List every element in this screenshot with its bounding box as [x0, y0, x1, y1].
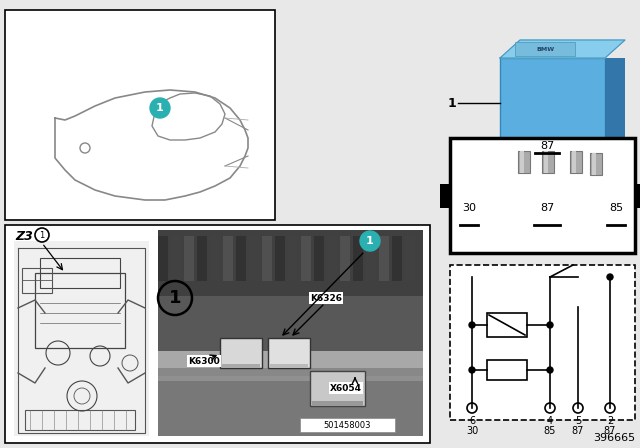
Bar [249, 236, 259, 281]
Circle shape [360, 231, 380, 251]
Text: 4: 4 [547, 416, 553, 426]
Text: 1: 1 [156, 103, 164, 113]
Text: 87: 87 [572, 426, 584, 436]
Bar [520, 151, 524, 173]
Text: BMW: BMW [536, 47, 554, 52]
Bar [236, 236, 246, 281]
Polygon shape [500, 40, 625, 58]
Bar [184, 236, 194, 281]
Bar [275, 236, 285, 281]
Bar [500, 58, 605, 153]
Bar [158, 356, 423, 381]
Bar [450, 138, 635, 253]
Bar [158, 381, 423, 436]
Text: 85: 85 [544, 426, 556, 436]
Bar [505, 63, 610, 158]
Bar [223, 236, 233, 281]
Bar [40, 258, 120, 288]
Bar [405, 236, 415, 281]
Bar [301, 236, 311, 281]
Text: 30: 30 [462, 203, 476, 213]
Bar [487, 360, 527, 380]
Circle shape [469, 322, 475, 328]
Bar [222, 364, 260, 368]
Bar [270, 364, 308, 368]
Bar [312, 401, 363, 406]
Text: 87: 87 [604, 426, 616, 436]
Bar [35, 273, 125, 348]
Bar [487, 313, 527, 337]
Bar [158, 230, 423, 296]
Bar [158, 296, 423, 356]
Text: K6326: K6326 [310, 293, 342, 302]
Bar [314, 236, 324, 281]
Text: 1: 1 [366, 236, 374, 246]
Bar [171, 236, 181, 281]
Text: 6: 6 [469, 416, 475, 426]
Bar [288, 236, 298, 281]
Bar [268, 338, 310, 368]
Bar [440, 184, 450, 208]
Bar [14, 241, 149, 436]
Bar [572, 151, 576, 173]
Text: 1: 1 [40, 231, 45, 240]
Text: X6054: X6054 [330, 383, 362, 392]
Bar [158, 230, 423, 436]
Bar [353, 236, 363, 281]
Text: 501458003: 501458003 [323, 421, 371, 430]
Text: 87: 87 [540, 141, 554, 151]
Bar [310, 371, 365, 406]
Bar [158, 351, 423, 371]
Text: Z3: Z3 [15, 230, 33, 243]
Bar [300, 418, 395, 432]
Bar [210, 236, 220, 281]
Bar [542, 151, 554, 173]
Bar [5, 10, 275, 220]
Bar [592, 153, 596, 175]
Bar [590, 153, 602, 175]
Bar [25, 410, 135, 430]
Circle shape [469, 367, 475, 373]
Bar [158, 368, 423, 376]
Circle shape [547, 322, 553, 328]
Circle shape [547, 367, 553, 373]
Bar [605, 58, 625, 153]
Text: 2: 2 [607, 416, 613, 426]
Bar [515, 42, 575, 56]
Text: 87: 87 [540, 203, 554, 213]
Text: 1: 1 [447, 96, 456, 109]
Circle shape [607, 274, 613, 280]
Circle shape [150, 98, 170, 118]
Bar [340, 236, 350, 281]
Text: K6300: K6300 [188, 357, 220, 366]
Bar [366, 236, 376, 281]
Bar [327, 236, 337, 281]
Bar [392, 236, 402, 281]
Bar [518, 151, 530, 173]
Bar [5, 225, 430, 443]
Bar [158, 236, 168, 281]
Bar [570, 151, 582, 173]
Bar [197, 236, 207, 281]
Text: 30: 30 [466, 426, 478, 436]
Bar [220, 338, 262, 368]
Bar [379, 236, 389, 281]
Text: 5: 5 [575, 416, 581, 426]
Bar [450, 265, 635, 420]
Text: 1: 1 [169, 289, 181, 307]
Text: 396665: 396665 [593, 433, 635, 443]
Bar [262, 236, 272, 281]
Bar [544, 151, 548, 173]
Text: 85: 85 [609, 203, 623, 213]
Bar [22, 268, 52, 293]
Bar [635, 184, 640, 208]
